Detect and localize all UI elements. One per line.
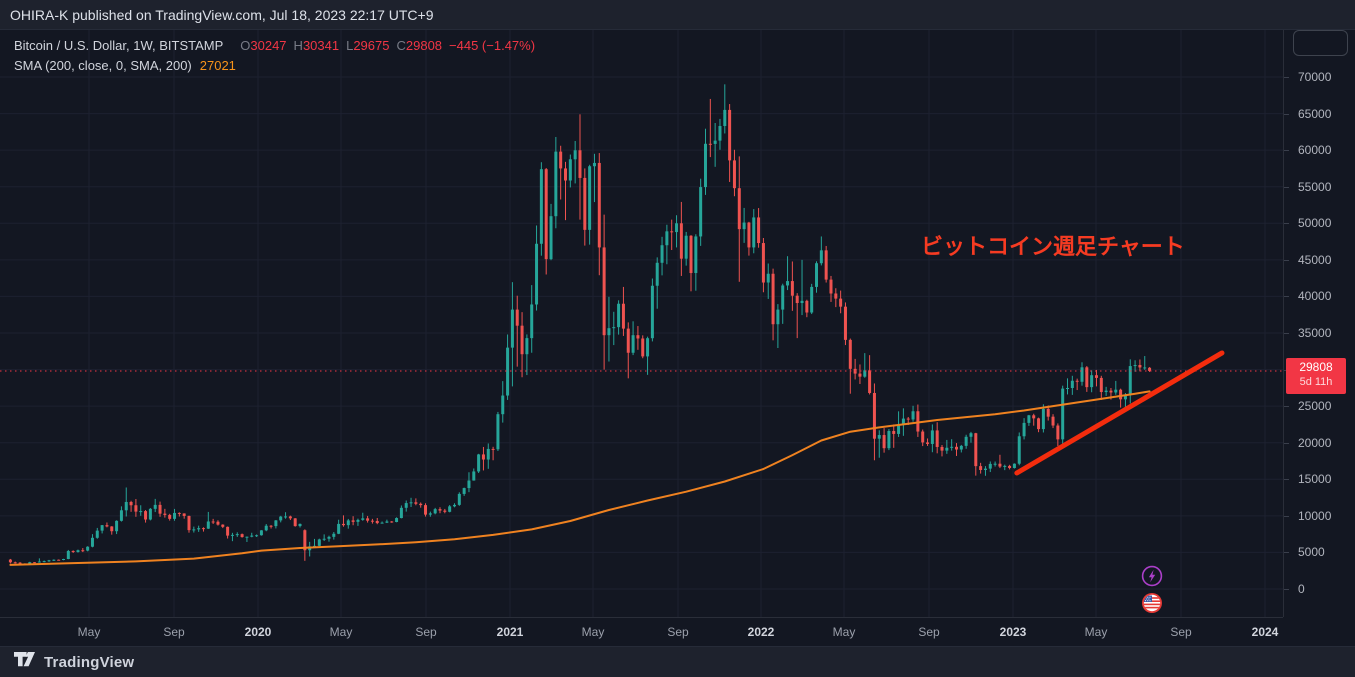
bar-countdown: 5d 11h xyxy=(1299,376,1333,388)
time-axis-label: May xyxy=(581,625,605,639)
high-value: 30341 xyxy=(302,38,340,53)
sma-study-label: SMA (200, close, 0, SMA, 200) xyxy=(14,58,192,73)
time-axis-label: Sep xyxy=(918,625,940,639)
open-value: 30247 xyxy=(250,38,287,53)
price-axis-label: 20000 xyxy=(1298,435,1332,450)
low-label: L xyxy=(346,38,354,53)
price-axis-tick xyxy=(1284,442,1289,444)
price-axis-label: 5000 xyxy=(1298,545,1325,560)
time-axis-label: May xyxy=(1084,625,1108,639)
price-axis-label: 55000 xyxy=(1298,179,1332,194)
price-axis-label: 35000 xyxy=(1298,326,1332,340)
time-axis-label: 2020 xyxy=(244,625,272,639)
time-axis-label: Sep xyxy=(163,625,185,639)
sma-legend-row[interactable]: SMA (200, close, 0, SMA, 200) 27021 xyxy=(14,57,535,74)
time-axis-label: 2023 xyxy=(999,625,1027,639)
footer-brand-bar: TradingView xyxy=(0,646,1355,677)
price-axis-tick xyxy=(1284,186,1289,188)
price-axis-tick xyxy=(1284,479,1289,481)
price-axis-label: 65000 xyxy=(1298,106,1332,121)
time-axis-label: Sep xyxy=(667,625,689,639)
low-value: 29675 xyxy=(353,38,390,53)
open-label: O xyxy=(240,38,251,53)
price-axis-tick xyxy=(1284,552,1289,554)
trendline-drawing[interactable] xyxy=(1014,350,1225,476)
candles-layer xyxy=(8,84,1152,565)
price-axis-label: 0 xyxy=(1298,582,1305,596)
price-axis-label: 70000 xyxy=(1298,70,1332,84)
price-axis-tick xyxy=(1284,77,1289,78)
time-axis-label: 2021 xyxy=(496,625,524,639)
price-axis-tick xyxy=(1284,113,1289,115)
change-value: −445 (−1.47%) xyxy=(449,38,536,53)
time-axis-label: Sep xyxy=(1170,625,1192,639)
current-price-tag: 29808 5d 11h xyxy=(1286,358,1346,394)
close-value: 29808 xyxy=(405,38,443,53)
sma-200-line[interactable] xyxy=(9,390,1151,566)
price-axis-label: 25000 xyxy=(1298,399,1332,414)
time-axis-label: 2024 xyxy=(1251,625,1279,639)
price-axis-tick xyxy=(1284,223,1289,225)
symbol-title: Bitcoin / U.S. Dollar, 1W, BITSTAMP xyxy=(14,38,224,53)
time-axis-label: May xyxy=(77,625,101,639)
time-axis-label: Sep xyxy=(415,625,437,639)
price-axis-label: 60000 xyxy=(1298,143,1332,158)
published-info-text: OHIRA-K published on TradingView.com, Ju… xyxy=(10,6,434,23)
price-axis-label: 10000 xyxy=(1298,508,1332,523)
time-axis-label: May xyxy=(329,625,353,639)
price-axis-label: 50000 xyxy=(1298,216,1332,231)
price-axis-tick xyxy=(1284,150,1289,152)
close-label: C xyxy=(396,38,406,53)
tradingview-logo-icon[interactable] xyxy=(14,652,35,672)
high-label: H xyxy=(293,38,303,53)
price-axis-tick xyxy=(1284,296,1289,298)
price-axis-tick xyxy=(1284,259,1289,261)
publish-header-bar: OHIRA-K published on TradingView.com, Ju… xyxy=(0,0,1355,30)
sma-study-value: 27021 xyxy=(199,58,236,73)
price-axis[interactable]: 70000 65000 60000 55000 50000 45000 40000 35000… xyxy=(1283,30,1355,617)
us-flag-icon[interactable] xyxy=(1141,592,1163,614)
flash-ideas-icon[interactable] xyxy=(1141,565,1163,587)
symbol-legend-row[interactable]: Bitcoin / U.S. Dollar, 1W, BITSTAMP O3024… xyxy=(14,37,535,54)
price-axis-tick xyxy=(1284,589,1289,590)
current-price-value: 29808 xyxy=(1299,360,1333,374)
price-axis-tick xyxy=(1284,515,1289,517)
grid-lines xyxy=(0,30,1283,617)
tradingview-brand-text[interactable]: TradingView xyxy=(44,653,135,671)
price-axis-label: 45000 xyxy=(1298,252,1332,267)
time-axis-label: 2022 xyxy=(747,625,775,639)
price-axis-tick xyxy=(1284,406,1289,408)
chart-legend: Bitcoin / U.S. Dollar, 1W, BITSTAMP O3024… xyxy=(14,37,535,74)
time-axis[interactable]: May Sep 2020 May Sep 2021 May Sep 2022 May Sep 2023… xyxy=(0,617,1283,646)
time-axis-label: May xyxy=(832,625,856,639)
chart-actions-button[interactable] xyxy=(1293,30,1348,56)
chart-text-annotation[interactable]: ビットコイン週足チャート xyxy=(921,234,1185,259)
price-axis-tick xyxy=(1284,333,1289,334)
price-axis-label: 15000 xyxy=(1298,472,1332,487)
price-axis-label: 40000 xyxy=(1298,289,1332,304)
